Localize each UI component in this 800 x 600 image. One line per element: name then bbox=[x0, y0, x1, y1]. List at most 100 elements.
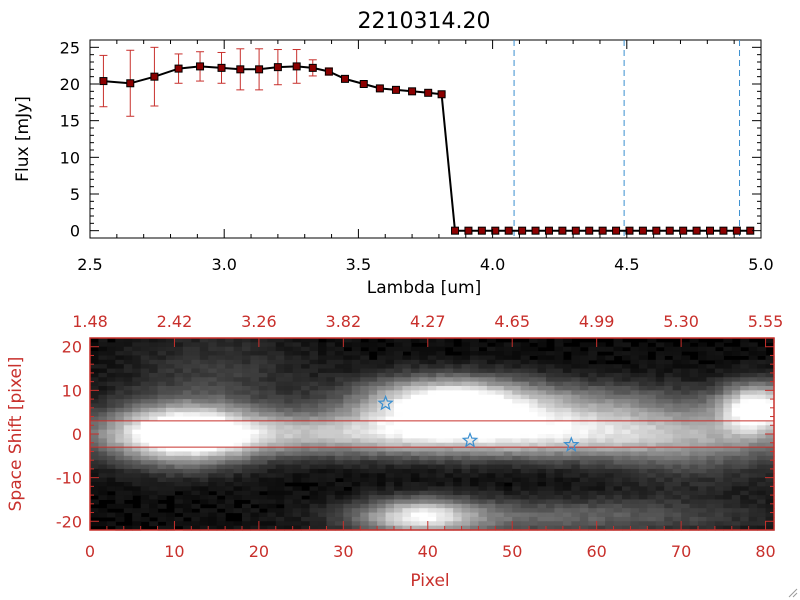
heatmap-cell bbox=[90, 473, 100, 479]
heatmap-cell bbox=[478, 412, 488, 418]
heatmap-cell bbox=[166, 346, 176, 352]
heatmap-cell bbox=[453, 372, 463, 378]
heatmap-cell bbox=[115, 503, 125, 509]
heatmap-cell bbox=[199, 434, 209, 439]
heatmap-cell bbox=[503, 442, 513, 448]
heatmap-cell bbox=[605, 451, 615, 457]
heatmap-cell bbox=[233, 420, 243, 426]
heatmap-cell bbox=[275, 377, 285, 383]
wavelength-tick-label: 4.99 bbox=[579, 312, 615, 331]
heatmap-cell bbox=[723, 403, 733, 409]
heatmap-cell bbox=[605, 447, 615, 453]
heatmap-cell bbox=[98, 464, 108, 470]
heatmap-cell bbox=[664, 473, 674, 479]
heatmap-cell bbox=[478, 508, 488, 514]
heatmap-cell bbox=[233, 403, 243, 409]
heatmap-cell bbox=[199, 342, 209, 348]
heatmap-cell bbox=[655, 521, 665, 527]
heatmap-cell bbox=[740, 495, 750, 501]
heatmap-cell bbox=[149, 490, 159, 496]
heatmap-cell bbox=[562, 503, 572, 509]
heatmap-cell bbox=[394, 355, 404, 361]
heatmap-cell bbox=[554, 412, 564, 418]
heatmap-cell bbox=[453, 386, 463, 391]
heatmap-cell bbox=[115, 525, 125, 531]
heatmap-cell bbox=[622, 495, 632, 501]
heatmap-cell bbox=[191, 364, 201, 370]
heatmap-cell bbox=[242, 438, 252, 444]
heatmap-cell bbox=[216, 346, 226, 352]
heatmap-cell bbox=[495, 390, 505, 396]
heatmap-cell bbox=[546, 451, 556, 457]
heatmap-cell bbox=[571, 477, 581, 483]
heatmap-cell bbox=[478, 403, 488, 409]
heatmap-cell bbox=[638, 394, 648, 400]
heatmap-cell bbox=[647, 429, 657, 435]
heatmap-cell bbox=[630, 442, 640, 448]
heatmap-cell bbox=[385, 468, 395, 474]
heatmap-cell bbox=[199, 455, 209, 461]
heatmap-cell bbox=[672, 381, 682, 387]
heatmap-cell bbox=[427, 503, 437, 509]
heatmap-cell bbox=[478, 394, 488, 400]
heatmap-cell bbox=[267, 364, 277, 370]
heatmap-cell bbox=[233, 386, 243, 391]
heatmap-cell bbox=[664, 372, 674, 378]
heatmap-cell bbox=[351, 372, 361, 378]
heatmap-cell bbox=[579, 359, 589, 365]
heatmap-cell bbox=[90, 468, 100, 474]
heatmap-cell bbox=[410, 473, 420, 479]
heatmap-cell bbox=[351, 377, 361, 383]
heatmap-cell bbox=[689, 386, 699, 391]
heatmap-cell bbox=[664, 495, 674, 501]
heatmap-cell bbox=[225, 368, 235, 374]
heatmap-cell bbox=[714, 473, 724, 479]
heatmap-cell bbox=[326, 359, 336, 365]
heatmap-cell bbox=[351, 477, 361, 483]
heatmap-cell bbox=[267, 429, 277, 435]
resize-grip-icon[interactable] bbox=[786, 586, 798, 598]
heatmap-cell bbox=[326, 468, 336, 474]
heatmap-cell bbox=[503, 342, 513, 348]
heatmap-cell bbox=[723, 390, 733, 396]
heatmap-cell bbox=[284, 490, 294, 496]
heatmap-cell bbox=[765, 368, 775, 374]
heatmap-cell bbox=[343, 482, 353, 487]
heatmap-cell bbox=[106, 512, 116, 518]
heatmap-cell bbox=[318, 381, 328, 387]
heatmap-cell bbox=[250, 525, 260, 531]
heatmap-cell bbox=[470, 386, 480, 391]
heatmap-cell bbox=[630, 372, 640, 378]
heatmap-cell bbox=[157, 473, 167, 479]
heatmap-cell bbox=[605, 499, 615, 505]
heatmap-cell bbox=[360, 460, 370, 466]
heatmap-cell bbox=[444, 516, 454, 522]
heatmap-cell bbox=[554, 438, 564, 444]
heatmap-cell bbox=[655, 477, 665, 483]
heatmap-cell bbox=[123, 338, 133, 343]
heatmap-cell bbox=[216, 473, 226, 479]
heatmap-cell bbox=[90, 512, 100, 518]
heatmap-cell bbox=[427, 464, 437, 470]
heatmap-cell bbox=[199, 495, 209, 501]
heatmap-cell bbox=[157, 420, 167, 426]
heatmap-cell bbox=[132, 512, 142, 518]
heatmap-cell bbox=[258, 429, 268, 435]
heatmap-cell bbox=[410, 512, 420, 518]
heatmap-cell bbox=[377, 473, 387, 479]
heatmap-cell bbox=[622, 364, 632, 370]
heatmap-cell bbox=[571, 473, 581, 479]
heatmap-cell bbox=[613, 372, 623, 378]
heatmap-cell bbox=[672, 416, 682, 422]
heatmap-cell bbox=[360, 399, 370, 405]
heatmap-cell bbox=[123, 508, 133, 514]
heatmap-cell bbox=[537, 486, 547, 492]
heatmap-cell bbox=[385, 416, 395, 422]
heatmap-cell bbox=[275, 460, 285, 466]
heatmap-cell bbox=[343, 338, 353, 343]
heatmap-cell bbox=[166, 399, 176, 405]
heatmap-cell bbox=[444, 451, 454, 457]
heatmap-cell bbox=[225, 403, 235, 409]
heatmap-cell bbox=[529, 486, 539, 492]
heatmap-cell bbox=[208, 482, 218, 487]
